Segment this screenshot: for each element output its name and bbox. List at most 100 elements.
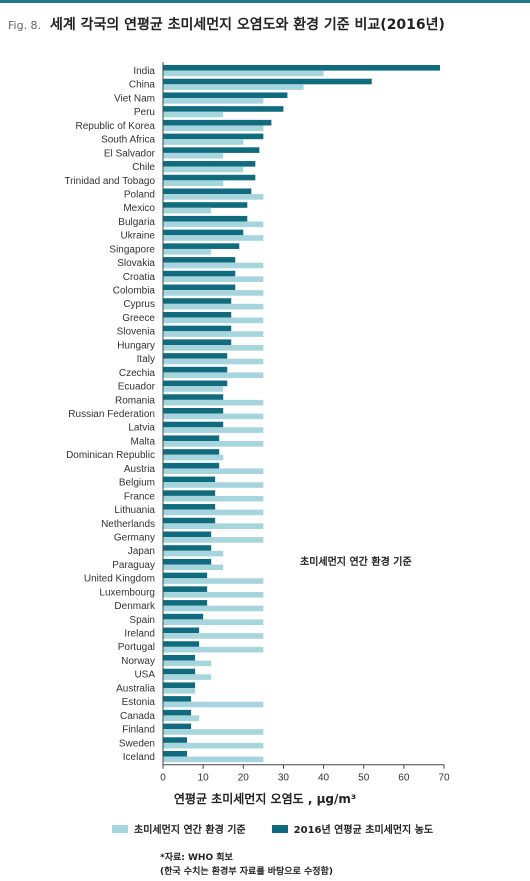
bar-standard-russian-federation [163,413,264,420]
bar-actual-el-salvador [163,147,260,153]
category-label: Chile [132,162,155,173]
category-label: USA [134,670,155,681]
category-label: Republic of Korea [76,121,156,132]
bar-standard-germany [163,537,264,543]
bar-standard-malta [163,441,264,447]
bar-standard-viet-nam [163,98,264,104]
bar-actual-dominican-republic [163,449,220,455]
top-rule [0,0,530,3]
category-label: Netherlands [101,519,155,530]
bar-actual-colombia [163,284,236,291]
x-tick-label: 20 [238,773,250,784]
category-label: Japan [128,546,155,557]
bar-standard-greece [163,317,264,324]
bar-actual-netherlands [163,517,216,524]
bar-actual-latvia [163,421,224,428]
bar-actual-portugal [163,641,200,647]
bar-standard-estonia [163,701,264,708]
bar-standard-canada [163,715,200,722]
source-note: *자료: WHO 회보 (한국 수치는 환경부 자료를 바탕으로 수정함) [160,851,333,879]
bar-standard-france [163,495,264,502]
category-label: Malta [131,436,156,447]
bar-standard-norway [163,660,212,667]
category-label: Germany [114,532,155,543]
category-label: Slovenia [117,327,156,338]
standard-annotation: 초미세먼지 연간 환경 기준 [300,557,412,568]
bar-actual-chile [163,161,256,167]
bar-actual-estonia [163,696,192,702]
bar-standard-netherlands [163,523,264,529]
category-label: Russian Federation [68,409,155,420]
bar-standard-poland [163,194,264,200]
source-line-1: *자료: WHO 회보 [160,853,233,863]
bar-actual-norway [163,654,196,661]
bar-standard-lithuania [163,509,264,516]
category-label: Paraguay [112,560,155,571]
bar-standard-republic-of-korea [163,125,264,132]
category-label: Denmark [114,601,156,612]
bar-actual-czechia [163,366,228,373]
bar-standard-mexico [163,207,212,214]
bar-actual-bulgaria [163,215,248,222]
category-label: Portugal [118,642,155,653]
bar-chart: India China Viet Nam Peru Republic of Korea S… [64,62,450,784]
category-label: Bulgaria [118,217,155,228]
chart-title: 세계 각국의 연평균 초미세먼지 오염도와 환경 기준 비교(2016년) [49,17,445,33]
bar-standard-south-africa [163,139,244,145]
x-tick-label: 40 [318,773,330,784]
bar-actual-united-kingdom [163,572,208,579]
x-tick-label: 10 [198,773,210,784]
bar-standard-colombia [163,290,264,296]
bar-standard-austria [163,468,264,475]
bar-standard-trinidad-and-tobago [163,180,224,186]
category-label: Singapore [109,244,155,255]
legend: 초미세먼지 연간 환경 기준 2016년 연평균 초미세먼지 농도 [112,821,433,836]
bar-standard-denmark [163,605,264,612]
bar-standard-singapore [163,248,212,255]
category-label: Trinidad and Tobago [64,176,155,187]
bar-actual-viet-nam [163,92,288,99]
bar-standard-cyprus [163,303,264,310]
bar-actual-denmark [163,600,208,606]
bar-standard-japan [163,550,224,557]
bar-actual-poland [163,188,252,195]
x-tick-label: 30 [278,773,290,784]
bar-actual-mexico [163,202,248,208]
legend-item-actual: 2016년 연평균 초미세먼지 농도 [271,821,433,836]
bar-standard-sweden [163,742,264,749]
category-label: Iceland [123,752,155,763]
category-label: Luxembourg [99,587,155,598]
bar-standard-slovenia [163,331,264,337]
category-label: El Salvador [104,148,156,159]
bar-actual-cyprus [163,298,232,304]
bar-standard-spain [163,619,264,625]
bar-standard-luxembourg [163,591,264,598]
legend-label-standard: 초미세먼지 연간 환경 기준 [134,825,246,836]
category-label: Dominican Republic [66,450,155,461]
bar-actual-iceland [163,751,188,757]
figure-number: Fig. 8. [8,19,42,32]
category-label: Estonia [122,697,156,708]
x-tick-label: 0 [160,773,166,784]
bar-actual-russian-federation [163,408,224,414]
bar-actual-singapore [163,243,240,249]
x-tick-label: 60 [398,773,410,784]
bar-standard-ecuador [163,386,224,392]
bar-standard-australia [163,688,196,694]
category-label: Ukraine [121,231,156,242]
category-label: Mexico [123,203,155,214]
category-label: Spain [129,615,155,626]
category-label: Cyprus [123,299,155,310]
category-label: Lithuania [114,505,155,516]
bar-actual-spain [163,613,204,620]
bar-actual-peru [163,106,284,112]
bar-actual-croatia [163,270,236,277]
category-label: Ireland [124,629,155,640]
bar-actual-lithuania [163,504,216,510]
x-tick-label: 50 [358,773,370,784]
category-label: Norway [121,656,155,667]
bar-actual-paraguay [163,558,212,565]
bar-actual-austria [163,462,220,469]
category-label: Viet Nam [114,93,155,104]
category-label: Finland [122,725,155,736]
